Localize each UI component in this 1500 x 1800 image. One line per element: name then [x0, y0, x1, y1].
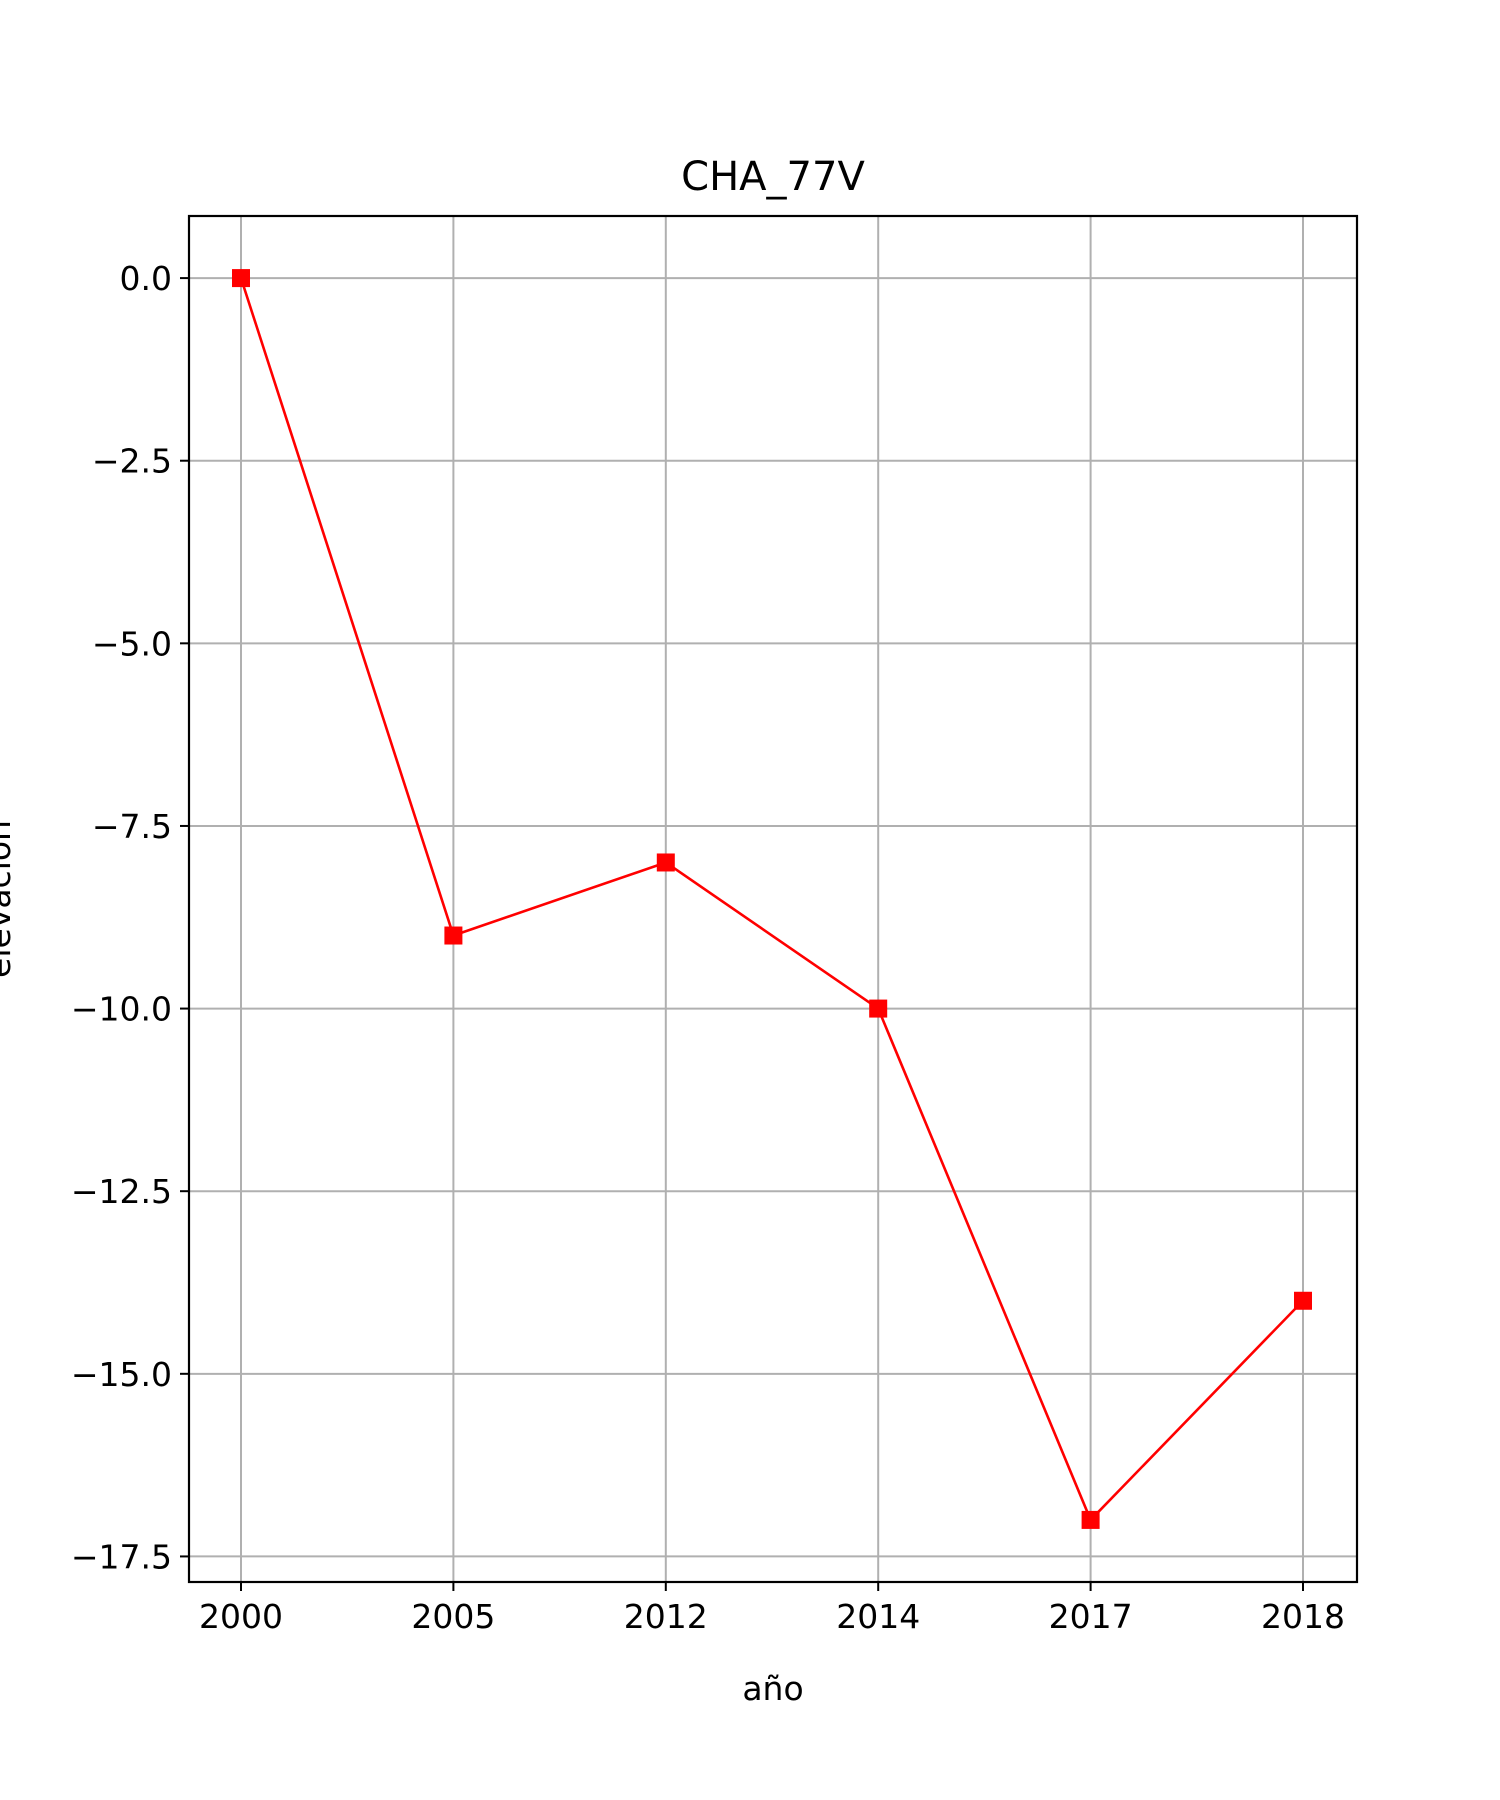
- y-tick-label: −2.5: [92, 442, 172, 481]
- data-point-marker: [1294, 1291, 1312, 1310]
- grid: [189, 216, 1357, 1582]
- series-line: [239, 277, 1304, 1522]
- x-tick-label: 2018: [1261, 1597, 1345, 1636]
- y-tick-label: −5.0: [92, 624, 172, 663]
- plot-frame: [187, 214, 1359, 1584]
- x-tick-label: 2017: [1049, 1597, 1133, 1636]
- x-tick-label: 2005: [411, 1597, 495, 1636]
- y-tick-label: −7.5: [92, 807, 172, 846]
- y-tick-label: −10.0: [71, 990, 172, 1029]
- x-axis-title: año: [742, 1669, 803, 1708]
- ticks: 2000 2005 2012 2014 2017 2018 0.0 −2.5 −5.0 −7.5 −…: [71, 259, 1345, 1636]
- x-tick-label: 2012: [624, 1597, 708, 1636]
- y-axis-title: elevación: [0, 820, 18, 978]
- y-tick-label: −12.5: [71, 1172, 172, 1211]
- y-tick-label: 0.0: [120, 259, 172, 298]
- x-tick-label: 2014: [836, 1597, 920, 1636]
- data-point-marker: [444, 926, 463, 945]
- data-point-marker: [656, 853, 675, 872]
- chart-title: CHA_77V: [681, 154, 865, 200]
- y-tick-label: −15.0: [71, 1355, 172, 1394]
- y-tick-label: −17.5: [71, 1537, 172, 1576]
- x-tick-label: 2000: [199, 1597, 283, 1636]
- data-point-marker: [869, 999, 888, 1018]
- data-point-marker: [1081, 1510, 1100, 1529]
- series-layer: [232, 269, 1312, 1529]
- data-point-marker: [232, 269, 250, 288]
